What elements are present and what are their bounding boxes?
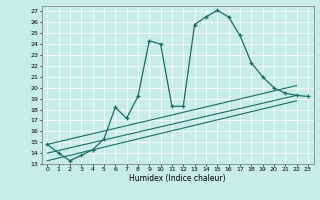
X-axis label: Humidex (Indice chaleur): Humidex (Indice chaleur) [129,174,226,183]
